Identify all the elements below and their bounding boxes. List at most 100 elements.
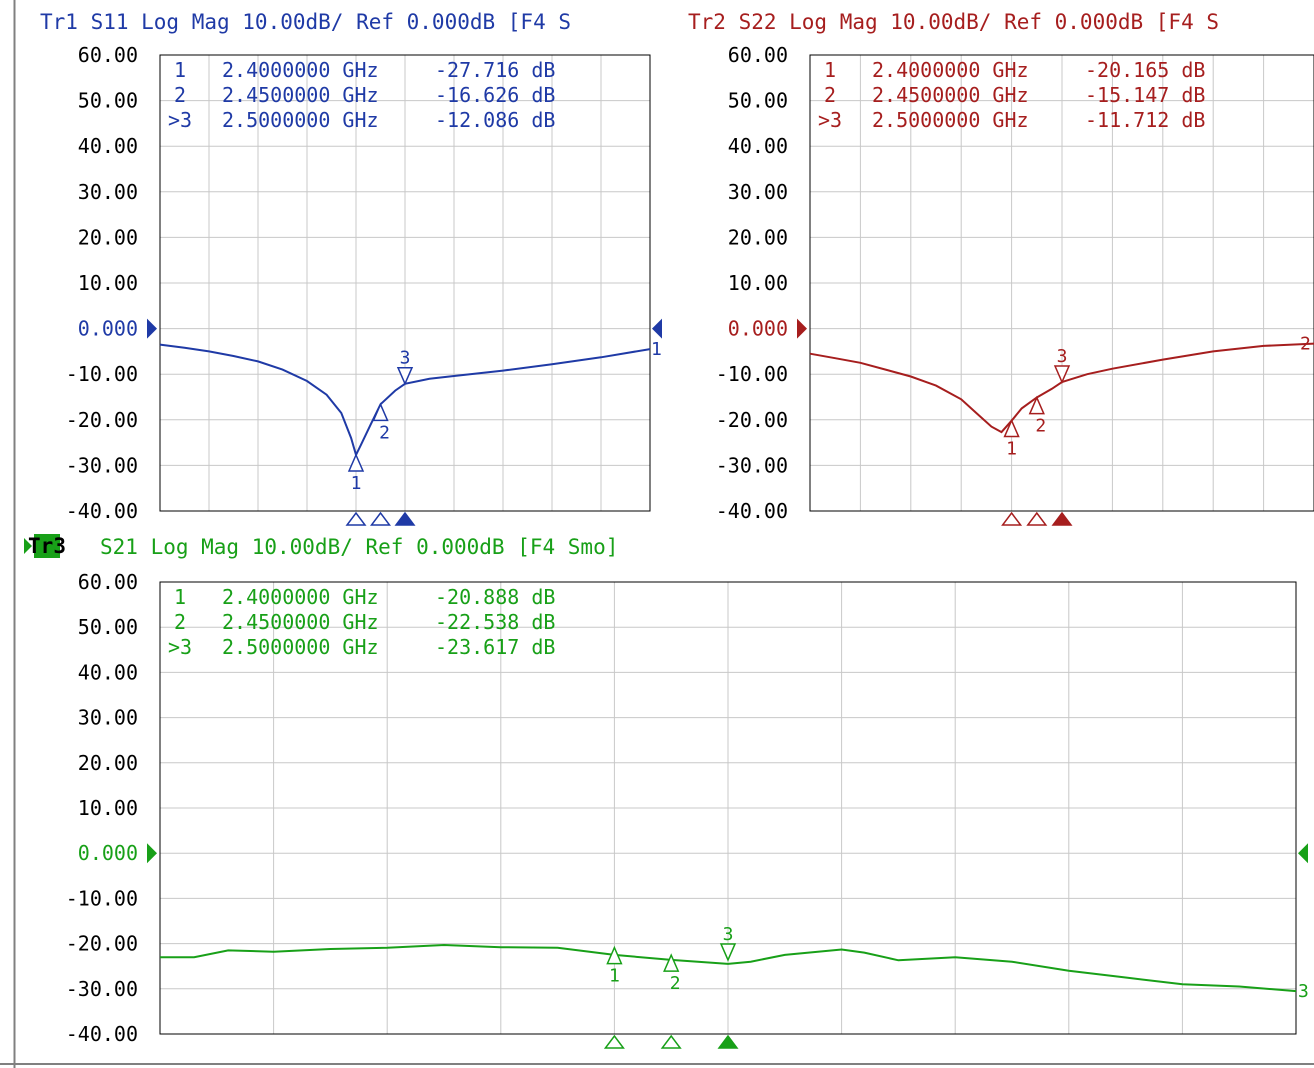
marker-2[interactable]: 2 — [370, 402, 391, 526]
y-tick-label: 20.00 — [78, 751, 138, 775]
tr3-badge-label: Tr3 — [28, 534, 66, 558]
stimulus-marker-2-icon[interactable] — [370, 511, 391, 526]
plot-frame — [809, 54, 1314, 512]
marker-value: -23.617 dB — [435, 635, 555, 659]
ref-level-left-arrow-icon[interactable] — [147, 318, 157, 339]
marker-row-label: 1 — [174, 585, 186, 609]
marker-up-triangle-icon — [663, 953, 680, 972]
y-tick-label: -20.00 — [716, 408, 788, 432]
trace-panel-tr2: Tr2 S22 Log Mag 10.00dB/ Ref 0.000dB [F4… — [688, 10, 1314, 526]
y-tick-label: 40.00 — [78, 134, 138, 158]
marker-3[interactable]: 3 — [394, 348, 416, 526]
marker-row-label: >3 — [818, 108, 842, 132]
marker-frequency: 2.4500000 GHz — [222, 83, 379, 107]
marker-frequency: 2.4000000 GHz — [222, 585, 379, 609]
marker-1[interactable]: 1 — [603, 945, 625, 1049]
y-tick-label: -30.00 — [66, 453, 138, 477]
stimulus-marker-3-icon[interactable] — [394, 511, 416, 526]
y-tick-label: -30.00 — [716, 453, 788, 477]
y-tick-label: 10.00 — [728, 271, 788, 295]
plot-frame — [159, 54, 651, 512]
plot-frame — [159, 581, 1297, 1035]
active-trace-arrow-icon — [24, 538, 32, 554]
marker-frequency: 2.5000000 GHz — [222, 108, 379, 132]
y-tick-label: 30.00 — [728, 180, 788, 204]
trace-end-label: 3 — [1298, 981, 1309, 1002]
marker-down-triangle-icon — [396, 366, 414, 386]
y-tick-label: -40.00 — [66, 499, 138, 523]
marker-number: 2 — [670, 973, 681, 994]
y-tick-label: 50.00 — [78, 615, 138, 639]
y-tick-label: 50.00 — [78, 89, 138, 113]
marker-3[interactable]: 3 — [717, 924, 739, 1049]
marker-up-triangle-icon — [347, 453, 365, 472]
trace-line-tr3 — [160, 943, 1297, 993]
marker-2[interactable]: 2 — [1026, 395, 1048, 526]
y-tick-label: 20.00 — [728, 225, 788, 249]
marker-row-label: 1 — [174, 58, 186, 82]
ref-level-left-arrow-icon[interactable] — [147, 843, 157, 864]
stimulus-marker-3-icon[interactable] — [1051, 511, 1073, 526]
marker-table: 1 2.4000000 GHz -20.165 dB 2 2.4500000 GHz -1… — [818, 58, 1205, 132]
marker-value: -11.712 dB — [1085, 108, 1205, 132]
marker-value: -27.716 dB — [435, 58, 555, 82]
marker-row-label: 2 — [174, 610, 186, 634]
marker-1[interactable]: 1 — [345, 453, 367, 526]
tr3-badge-bg — [34, 534, 60, 558]
ref-level-left-arrow-icon[interactable] — [797, 318, 807, 339]
marker-up-triangle-icon — [1003, 418, 1020, 438]
trace-end-label: 1 — [651, 339, 662, 360]
marker-up-triangle-icon — [606, 945, 623, 965]
marker-number: 1 — [351, 473, 362, 494]
trace-line-tr1 — [159, 343, 651, 458]
marker-value: -15.147 dB — [1085, 83, 1205, 107]
stimulus-marker-1-icon[interactable] — [345, 511, 367, 526]
y-tick-label: -20.00 — [66, 932, 138, 956]
marker-number: 3 — [1057, 346, 1068, 367]
stimulus-marker-3-icon[interactable] — [717, 1034, 739, 1049]
y-tick-label: -40.00 — [716, 499, 788, 523]
marker-value: -22.538 dB — [435, 610, 555, 634]
ref-level-right-arrow-icon[interactable] — [652, 318, 662, 339]
y-tick-label: 30.00 — [78, 180, 138, 204]
marker-value: -12.086 dB — [435, 108, 555, 132]
stimulus-marker-1-icon[interactable] — [1001, 511, 1023, 526]
trace-header[interactable]: Tr1 S11 Log Mag 10.00dB/ Ref 0.000dB [F4… — [40, 10, 571, 34]
marker-value: -20.165 dB — [1085, 58, 1205, 82]
marker-down-triangle-icon — [719, 943, 737, 962]
y-tick-label: 60.00 — [78, 570, 138, 594]
stimulus-marker-2-icon[interactable] — [660, 1034, 682, 1049]
trace-header[interactable]: Tr2 S22 Log Mag 10.00dB/ Ref 0.000dB [F4… — [688, 10, 1219, 34]
y-tick-label: 60.00 — [78, 43, 138, 67]
y-tick-label: 10.00 — [78, 796, 138, 820]
marker-row-label: >3 — [168, 108, 192, 132]
marker-number: 3 — [400, 348, 411, 369]
y-tick-label: 20.00 — [78, 225, 138, 249]
marker-number: 3 — [723, 924, 734, 945]
marker-3[interactable]: 3 — [1051, 346, 1073, 526]
marker-frequency: 2.4000000 GHz — [872, 58, 1029, 82]
marker-frequency: 2.4500000 GHz — [872, 83, 1029, 107]
marker-1[interactable]: 1 — [1001, 418, 1023, 526]
y-tick-label: 10.00 — [78, 271, 138, 295]
ref-level-right-arrow-icon[interactable] — [1298, 843, 1308, 864]
marker-row-label: 1 — [824, 58, 836, 82]
tr3-badge[interactable]: Tr3 — [24, 534, 66, 558]
y-tick-label: 40.00 — [728, 134, 788, 158]
trace-panel-tr3: S21 Log Mag 10.00dB/ Ref 0.000dB [F4 Smo… — [66, 535, 1309, 1049]
marker-frequency: 2.4500000 GHz — [222, 610, 379, 634]
marker-number: 1 — [1006, 439, 1017, 460]
y-tick-label: 50.00 — [728, 89, 788, 113]
reference-tick-label: 0.000 — [78, 841, 138, 865]
y-tick-label: -10.00 — [66, 886, 138, 910]
y-tick-label: -30.00 — [66, 977, 138, 1001]
marker-2[interactable]: 2 — [660, 953, 682, 1049]
trace-header[interactable]: S21 Log Mag 10.00dB/ Ref 0.000dB [F4 Smo… — [100, 535, 618, 559]
marker-number: 1 — [609, 966, 620, 987]
marker-row-label: >3 — [168, 635, 192, 659]
marker-frequency: 2.4000000 GHz — [222, 58, 379, 82]
stimulus-marker-2-icon[interactable] — [1026, 511, 1048, 526]
stimulus-marker-1-icon[interactable] — [603, 1034, 625, 1049]
